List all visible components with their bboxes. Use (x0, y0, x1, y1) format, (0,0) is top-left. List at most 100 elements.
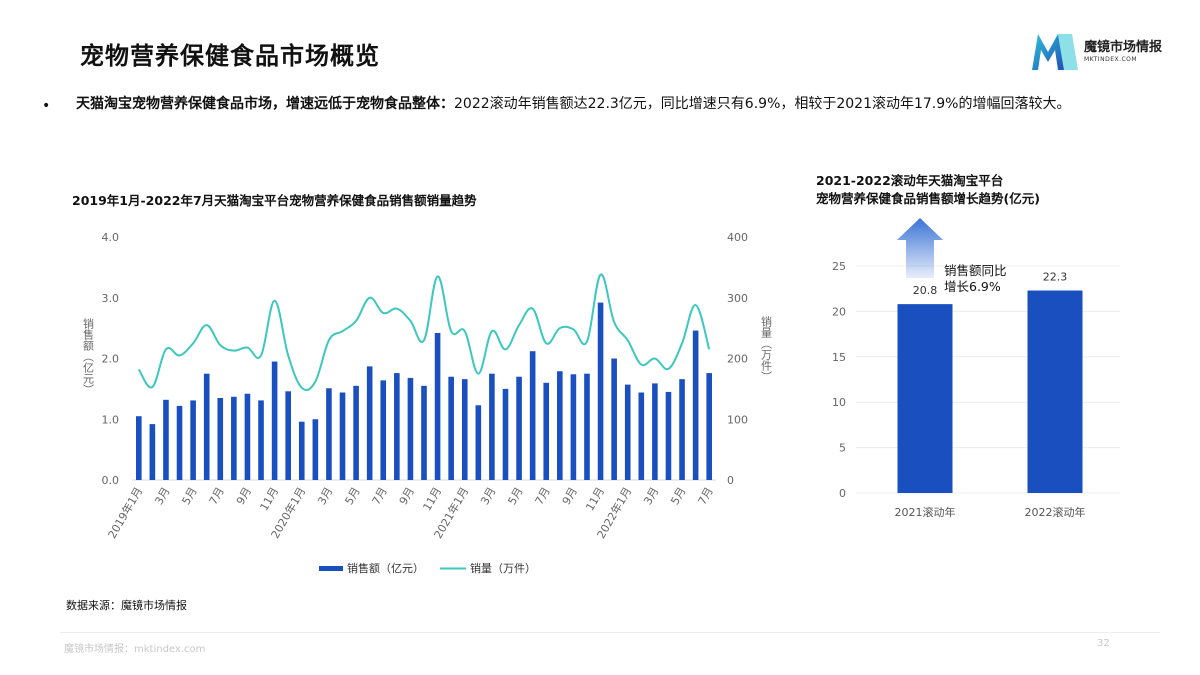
x-tick-label: 5月 (179, 485, 199, 507)
footer-divider (60, 632, 1160, 633)
sales-bar (258, 400, 264, 480)
sales-bar (149, 424, 156, 480)
y-tick-label: 15 (832, 351, 846, 364)
x-tick-label: 9月 (234, 485, 254, 507)
sales-bar (217, 397, 224, 480)
y2-axis-label: 销量（万件） (760, 315, 773, 382)
right-chart-title: 2021-2022滚动年天猫淘宝平台 宠物营养保健食品销售额增长趋势(亿元) (816, 172, 1116, 208)
sales-bar (163, 399, 169, 480)
y2-tick-label: 0 (727, 474, 734, 487)
brand-logo (1032, 34, 1078, 70)
sales-bar (312, 419, 319, 480)
x-tick-label: 5月 (342, 485, 362, 507)
growth-annotation-line1: 销售额同比 (944, 263, 1007, 278)
y-tick-label: 3.0 (102, 292, 120, 305)
logo-domain: MKTINDEX.COM (1084, 56, 1138, 63)
y2-tick-label: 300 (727, 292, 748, 305)
x-tick-label: 7月 (370, 485, 390, 507)
x-tick-label: 3月 (478, 485, 498, 507)
sales-bar (135, 416, 142, 480)
y-tick-label: 1.0 (102, 413, 120, 426)
y-tick-label: 20 (832, 305, 846, 318)
footer-text: 魔镜市场情报：mktindex.com (64, 644, 206, 655)
sales-bar (692, 330, 699, 480)
x-tick-label: 11月 (583, 485, 607, 513)
bullet-dot: • (42, 98, 51, 114)
sales-bar (638, 392, 645, 480)
sales-bar (271, 361, 278, 480)
sales-bar (597, 302, 604, 480)
sales-bar (665, 391, 672, 480)
logo-name: 魔镜市场情报 (1084, 40, 1163, 55)
right-chart-title-line2: 宠物营养保健食品销售额增长趋势(亿元) (816, 191, 1040, 206)
sales-bar (244, 393, 251, 480)
sales-bar (652, 383, 658, 480)
y-tick-label: 2.0 (102, 353, 120, 366)
sales-bar (679, 379, 685, 480)
sales-bar (394, 373, 400, 480)
sales-bar (231, 396, 237, 480)
legend-label-volume: 销量（万件） (470, 561, 536, 575)
x-tick-label: 7月 (207, 485, 227, 507)
y-tick-label: 0 (839, 487, 846, 500)
sales-bar (557, 371, 563, 480)
x-tick-label: 7月 (533, 485, 553, 507)
right-chart-title-line1: 2021-2022滚动年天猫淘宝平台 (816, 173, 1004, 188)
y-tick-label: 5 (839, 442, 846, 455)
left-chart-title: 2019年1月-2022年7月天猫淘宝平台宠物营养保健食品销售额销量趋势 (72, 193, 477, 208)
summary-text: 天猫淘宝宠物营养保健食品市场，增速远低于宠物食品整体：2022滚动年销售额达22… (76, 91, 1166, 117)
sales-bar (624, 384, 631, 480)
x-tick-label: 11月 (257, 485, 281, 513)
x-tick-label: 11月 (420, 485, 444, 513)
sales-bar (190, 400, 196, 480)
sales-bar (339, 392, 346, 480)
legend-label-sales: 销售额（亿元） (347, 561, 424, 575)
sales-bar (176, 405, 183, 480)
sales-bar (353, 385, 359, 480)
x-tick-label: 2019年1月 (105, 485, 146, 541)
x-tick-label: 3月 (152, 485, 172, 507)
x-tick-label: 9月 (560, 485, 580, 507)
sales-bar (529, 351, 536, 480)
sales-bar (502, 388, 509, 480)
page-number: 32 (1097, 638, 1110, 649)
x-category-label: 2021滚动年 (895, 505, 956, 519)
sales-bar (489, 373, 495, 480)
y-tick-label: 10 (832, 396, 846, 409)
y2-tick-label: 200 (727, 353, 748, 366)
sales-bar (543, 382, 550, 480)
sales-bar (475, 405, 482, 480)
y-tick-label: 25 (832, 260, 846, 273)
monthly-trend-chart: 0.0 1.0 2.0 3.0 4.0 0 100 200 300 400 销售额（亿元） 销量（万件… (82, 231, 773, 575)
sales-bar (421, 385, 427, 480)
sales-bar (298, 421, 305, 480)
x-tick-label: 5月 (505, 485, 525, 507)
growth-annotation-line2: 增长6.9% (944, 279, 1001, 294)
bar-value-label: 22.3 (1043, 271, 1068, 284)
sales-bar (461, 379, 468, 480)
summary-bold: 天猫淘宝宠物营养保健食品市场，增速远低于宠物食品整体： (76, 96, 454, 112)
sales-bar (611, 358, 617, 480)
sales-bar (380, 380, 387, 480)
yearly-growth-chart: 0 5 10 15 20 25 20.8 2021滚动年 22.3 2022滚动年 销售额同比增长6… (832, 218, 1120, 519)
bar-value-label: 20.8 (913, 284, 938, 297)
yearly-sales-bar (897, 304, 953, 493)
growth-arrow-icon (897, 218, 943, 278)
page-title: 宠物营养保健食品市场概览 (80, 42, 380, 70)
yearly-sales-bar (1027, 290, 1083, 493)
x-category-label: 2022滚动年 (1025, 505, 1086, 519)
y2-tick-label: 400 (727, 231, 748, 244)
sales-bar (448, 376, 454, 480)
sales-bar (326, 388, 332, 480)
y2-tick-label: 100 (727, 413, 748, 426)
sales-bar (584, 373, 590, 480)
y-tick-label: 4.0 (102, 231, 120, 244)
data-source: 数据来源：魔镜市场情报 (66, 599, 187, 612)
sales-bar (285, 391, 291, 480)
x-tick-label: 3月 (641, 485, 661, 507)
sales-bar (407, 377, 414, 480)
y-tick-label: 0.0 (102, 474, 120, 487)
x-tick-label: 7月 (696, 485, 716, 507)
x-tick-label: 9月 (397, 485, 417, 507)
sales-bar (516, 376, 522, 480)
